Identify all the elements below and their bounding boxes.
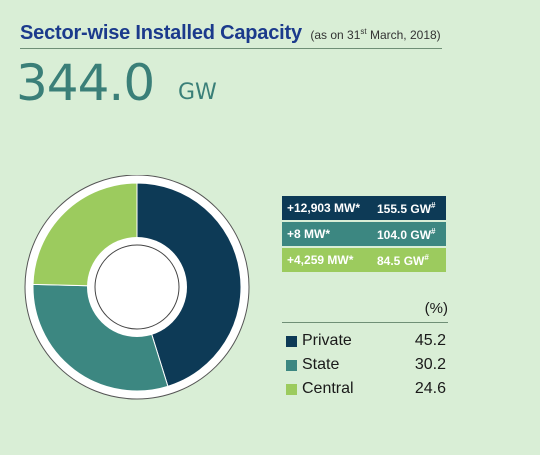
title-row: Sector-wise Installed Capacity (as on 31… — [20, 22, 441, 45]
change-gw-state: 104.0 GW# — [377, 227, 435, 242]
change-gw-central-sup: # — [424, 253, 429, 262]
legend-swatch-private — [286, 336, 297, 347]
subtitle-post: March, 2018) — [366, 28, 441, 42]
subtitle-pre: (as on 31 — [310, 28, 361, 42]
donut-hole — [94, 244, 180, 330]
chart-title: Sector-wise Installed Capacity — [20, 22, 302, 44]
change-mw-state: +8 MW* — [287, 227, 331, 241]
legend-swatch-state — [286, 360, 297, 371]
legend-item-private: Private 45.2 — [282, 332, 448, 352]
change-row-state: +8 MW* 104.0 GW# — [282, 222, 446, 246]
change-gw-private: 155.5 GW# — [377, 201, 435, 216]
change-gw-central: 84.5 GW# — [377, 253, 429, 268]
donut-slice-private — [136, 182, 242, 387]
total-capacity-value: 344.0 — [16, 54, 155, 112]
change-gw-central-value: 84.5 GW — [377, 254, 425, 268]
legend-value-state: 30.2 — [414, 356, 446, 373]
total-capacity-unit: GW — [178, 80, 217, 105]
legend-value-central: 24.6 — [414, 380, 446, 397]
legend-unit-header: (%) — [424, 300, 448, 317]
change-row-private: +12,903 MW* 155.5 GW# — [282, 196, 446, 220]
change-row-central: +4,259 MW* 84.5 GW# — [282, 248, 446, 272]
change-mw-private: +12,903 MW* — [287, 201, 361, 215]
change-gw-state-value: 104.0 GW — [377, 228, 432, 242]
change-gw-private-value: 155.5 GW — [377, 202, 432, 216]
change-gw-state-sup: # — [431, 227, 436, 236]
change-mw-central: +4,259 MW* — [287, 253, 354, 267]
subtitle-sup: st — [360, 27, 367, 36]
legend-label-state: State — [302, 356, 340, 373]
legend-item-central: Central 24.6 — [282, 380, 448, 400]
legend-value-private: 45.2 — [414, 332, 446, 349]
legend-divider — [282, 322, 448, 323]
legend-label-central: Central — [302, 380, 354, 397]
capacity-change-table: +12,903 MW* 155.5 GW# +8 MW* 104.0 GW# +… — [282, 196, 446, 274]
chart-subtitle: (as on 31st March, 2018) — [310, 27, 441, 42]
title-divider — [20, 48, 442, 49]
legend-label-private: Private — [302, 332, 352, 349]
legend-swatch-central — [286, 384, 297, 395]
donut-chart — [24, 175, 250, 400]
legend-item-state: State 30.2 — [282, 356, 448, 376]
change-gw-private-sup: # — [431, 201, 436, 210]
